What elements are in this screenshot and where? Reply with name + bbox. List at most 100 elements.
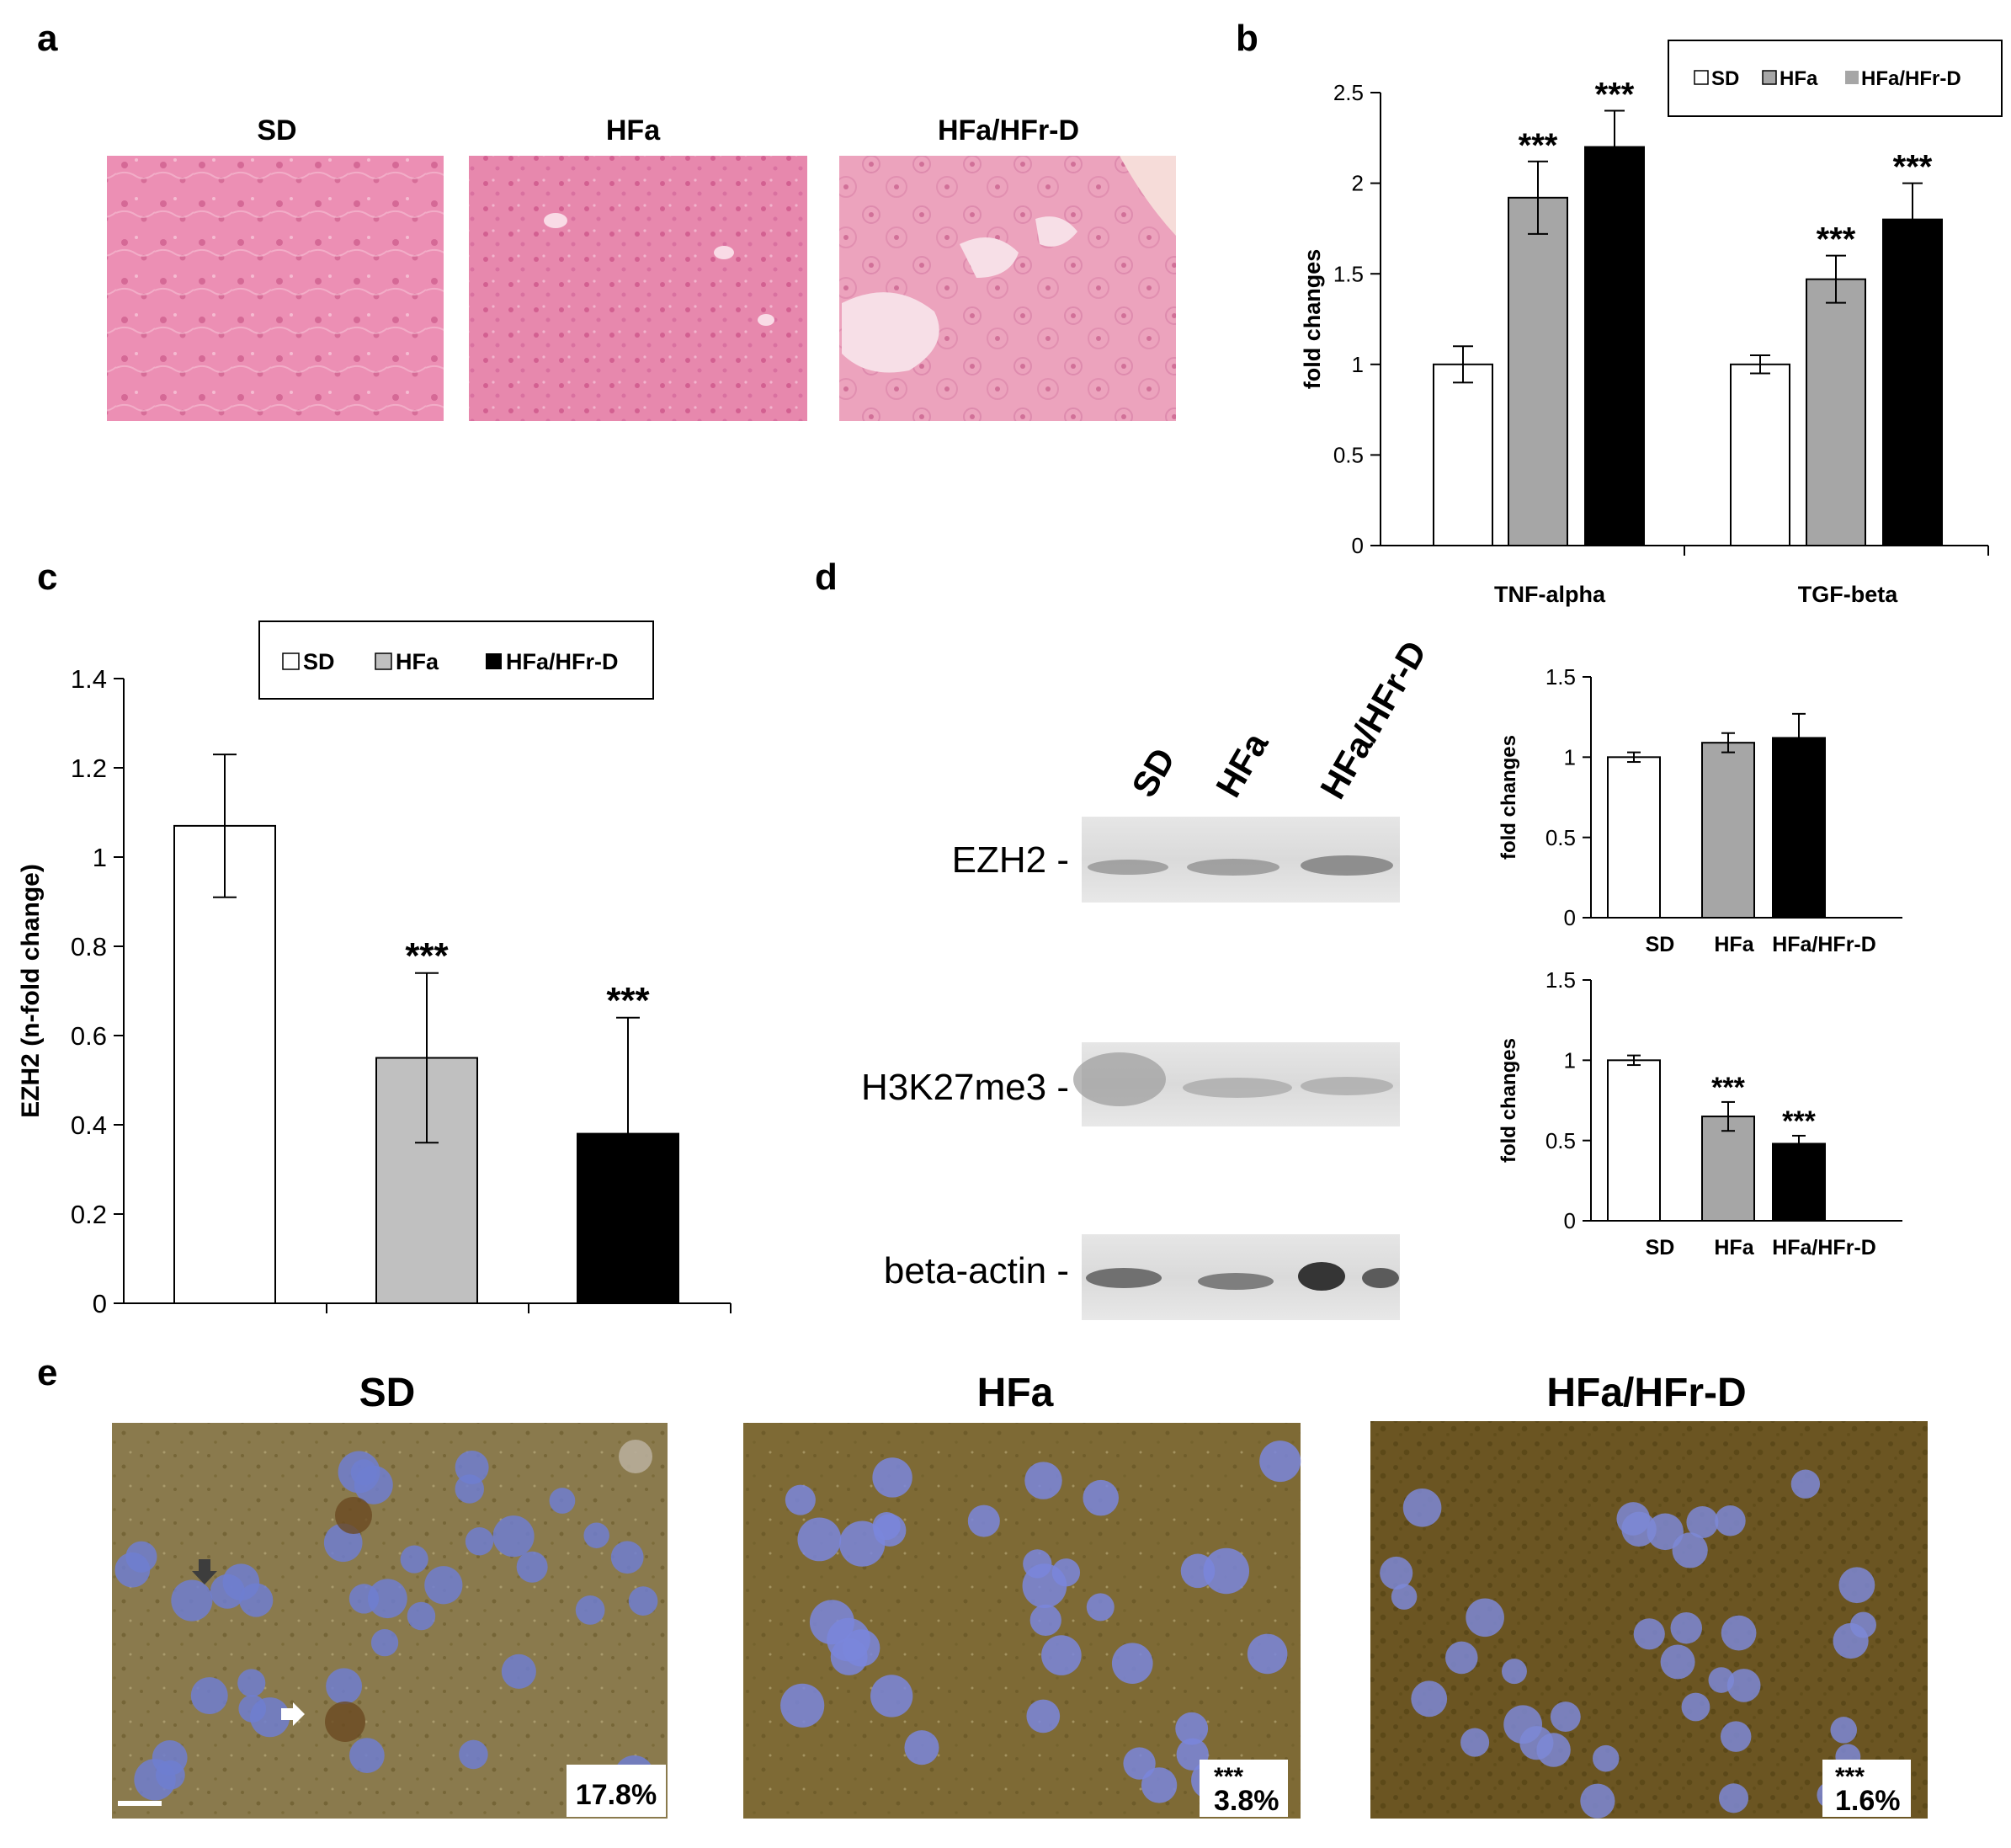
nucleus (424, 1566, 463, 1605)
percent-sd: 17.8% (576, 1779, 657, 1811)
bar (1772, 737, 1826, 919)
x-category-label: HFa (1714, 1236, 1754, 1260)
nucleus (1720, 1721, 1752, 1752)
percent-box-hfa (1200, 1760, 1288, 1817)
y-tick-label: 0 (1564, 905, 1576, 930)
y-axis-label: EZH2 (n-fold change) (17, 864, 45, 1118)
blot-strip-beta-actin (1082, 1234, 1400, 1320)
panel-e: SD HFa HFa/HFr-D 17.8% *** 3.8% (112, 1371, 1928, 1819)
nucleus (1715, 1505, 1746, 1536)
significance-stars: *** (1893, 149, 1933, 186)
nucleus (1380, 1556, 1413, 1590)
x-category-label: HFa (1714, 933, 1754, 956)
y-tick-label: 1.2 (71, 754, 107, 783)
nucleus (1647, 1513, 1684, 1551)
panel-d-blot: SD HFa HFa/HFr-D EZH2 - H3K27me3 - beta-… (861, 634, 1434, 1320)
nucleus (367, 1579, 407, 1619)
nucleus (1672, 1532, 1708, 1568)
nucleus (1041, 1635, 1082, 1675)
y-axis-label: fold changes (1498, 735, 1520, 860)
nucleus (628, 1586, 658, 1616)
bar (1882, 218, 1943, 546)
micrograph-e-title-2: HFa (977, 1371, 1054, 1415)
x-category-label: HFa/HFr-D (1772, 933, 1876, 956)
micrograph-e-title-3: HFa/HFr-D (1546, 1371, 1746, 1415)
significance-stars: *** (1519, 127, 1558, 164)
nucleus (1633, 1618, 1665, 1650)
bar (1508, 196, 1568, 546)
significance-stars: *** (1711, 1072, 1745, 1104)
nucleus (1681, 1692, 1710, 1722)
nucleus (583, 1522, 609, 1548)
bar (1772, 1142, 1826, 1222)
nucleus (967, 1504, 1000, 1537)
nucleus (370, 1628, 399, 1657)
nucleus (1838, 1567, 1875, 1604)
nucleus (1083, 1479, 1119, 1516)
nucleus (237, 1669, 266, 1697)
nucleus (1536, 1733, 1571, 1767)
nucleus (1718, 1783, 1749, 1813)
significance-stars: *** (1817, 221, 1856, 258)
bar (1730, 363, 1790, 546)
blot-lane-hfa-hfr-d: HFa/HFr-D (1312, 634, 1434, 805)
nucleus (1726, 1669, 1761, 1702)
nucleus (809, 1600, 854, 1645)
y-tick-label: 0 (93, 1289, 107, 1318)
chart-d1: 0 0.5 1 1.5 fold changes SD HFa HFa/HFr-D (1498, 664, 1902, 956)
nucleus (1175, 1712, 1209, 1745)
nucleus (501, 1654, 536, 1689)
nucleus (873, 1514, 907, 1547)
nucleus (1051, 1558, 1081, 1587)
y-axis-label: fold changes (1300, 249, 1325, 390)
legend-c-label-sd: SD (303, 649, 335, 674)
bar (1806, 278, 1866, 546)
legend-c: SD HFa HFa/HFr-D (258, 620, 654, 700)
nucleus (222, 1563, 260, 1601)
nucleus (575, 1595, 605, 1625)
micrograph-e-hfa: *** 3.8% (743, 1423, 1301, 1819)
nucleus (400, 1545, 428, 1574)
nucleus (872, 1457, 912, 1498)
x-category-label: TNF-alpha (1494, 582, 1606, 607)
nucleus (610, 1541, 644, 1574)
blot-lane-sd: SD (1124, 741, 1183, 803)
nucleus (870, 1675, 913, 1718)
legend-c-label-hfa: HFa (396, 649, 439, 674)
nucleus (1247, 1633, 1288, 1675)
micrograph-a-sd (107, 156, 444, 421)
bar (1701, 1116, 1755, 1222)
panel-label-e: e (37, 1352, 57, 1393)
y-tick-label: 0.5 (1545, 825, 1576, 850)
x-category-label: HFa/HFr-D (1772, 1236, 1876, 1260)
percent-box-sd (567, 1765, 666, 1817)
micrograph-a-title-2: HFa (606, 115, 661, 146)
blot-lane-hfa: HFa (1208, 726, 1276, 804)
nucleus (1111, 1643, 1153, 1685)
bar (173, 824, 276, 1304)
nucleus (780, 1683, 825, 1728)
blot-row-label-beta-actin: beta-actin - (884, 1250, 1069, 1291)
nucleus (839, 1520, 886, 1567)
y-tick-label: 0 (1564, 1208, 1576, 1233)
nucleus (459, 1739, 488, 1770)
legend-b-label-sd: SD (1711, 67, 1739, 90)
nucleus (407, 1601, 436, 1631)
y-tick-label: 0.5 (1545, 1128, 1576, 1153)
y-tick-label: 1.5 (1545, 664, 1576, 690)
nucleus (465, 1527, 494, 1556)
nucleus (1830, 1717, 1858, 1744)
chart-b: 0 0.5 1 1.5 2 2.5 fold changes *** *** *** *** TNF-… (1300, 77, 1989, 607)
nucleus (1670, 1611, 1703, 1644)
micrograph-e-title-1: SD (359, 1371, 416, 1415)
y-tick-label: 0.5 (1333, 443, 1364, 468)
nucleus (516, 1551, 548, 1583)
y-tick-label: 0.2 (71, 1200, 107, 1229)
nucleus (1024, 1462, 1062, 1499)
nucleus (1790, 1469, 1821, 1499)
nucleus (1402, 1489, 1442, 1527)
nucleus (1029, 1604, 1061, 1637)
nucleus (114, 1552, 151, 1588)
nucleus (1833, 1622, 1869, 1659)
